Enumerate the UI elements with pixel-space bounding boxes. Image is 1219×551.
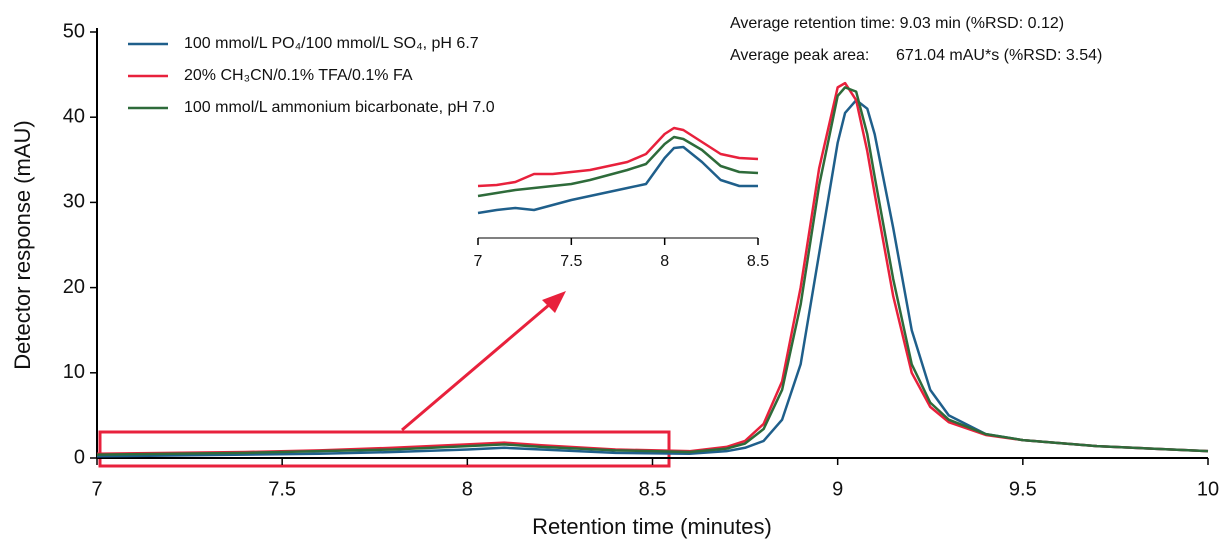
x-tick-label: 10 <box>1197 478 1219 500</box>
x-tick-label: 7.5 <box>268 478 296 500</box>
x-axis-title: Retention time (minutes) <box>532 514 772 539</box>
y-tick-label: 30 <box>63 191 85 213</box>
y-tick-label: 10 <box>63 361 85 383</box>
x-tick-label: 8 <box>462 478 473 500</box>
legend-label: 100 mmol/L PO₄/100 mmol/L SO₄, pH 6.7 <box>184 35 479 52</box>
arrow-head <box>542 291 566 313</box>
arrow <box>401 297 557 432</box>
x-tick-label: 7.5 <box>560 253 582 270</box>
legend-label: 100 mmol/L ammonium bicarbonate, pH 7.0 <box>184 99 495 116</box>
y-axis-title: Detector response (mAU) <box>10 120 35 369</box>
y-tick-label: 40 <box>63 105 85 127</box>
x-tick-label: 9 <box>832 478 843 500</box>
legend-label: 20% CH₃CN/0.1% TFA/0.1% FA <box>184 67 413 84</box>
x-tick-label: 7 <box>91 478 102 500</box>
y-tick-label: 0 <box>74 446 85 468</box>
highlight-box <box>98 430 671 468</box>
y-tick-label: 20 <box>63 276 85 298</box>
series-line <box>96 98 1209 458</box>
y-tick-label: 50 <box>63 20 85 42</box>
series-line <box>96 81 1209 455</box>
series-line <box>477 135 759 198</box>
annotation: Average retention time: 9.03 min (%RSD: … <box>730 15 1064 32</box>
series-line <box>96 86 1209 456</box>
x-tick-label: 8.5 <box>747 253 769 270</box>
x-tick-label: 8 <box>660 253 669 270</box>
x-tick-label: 9.5 <box>1009 478 1037 500</box>
annotation: Average peak area: 671.04 mAU*s (%RSD: 3… <box>730 47 1102 64</box>
x-tick-label: 7 <box>474 253 483 270</box>
series-line <box>477 145 758 215</box>
series-line <box>477 126 759 188</box>
x-tick-label: 8.5 <box>639 478 667 500</box>
